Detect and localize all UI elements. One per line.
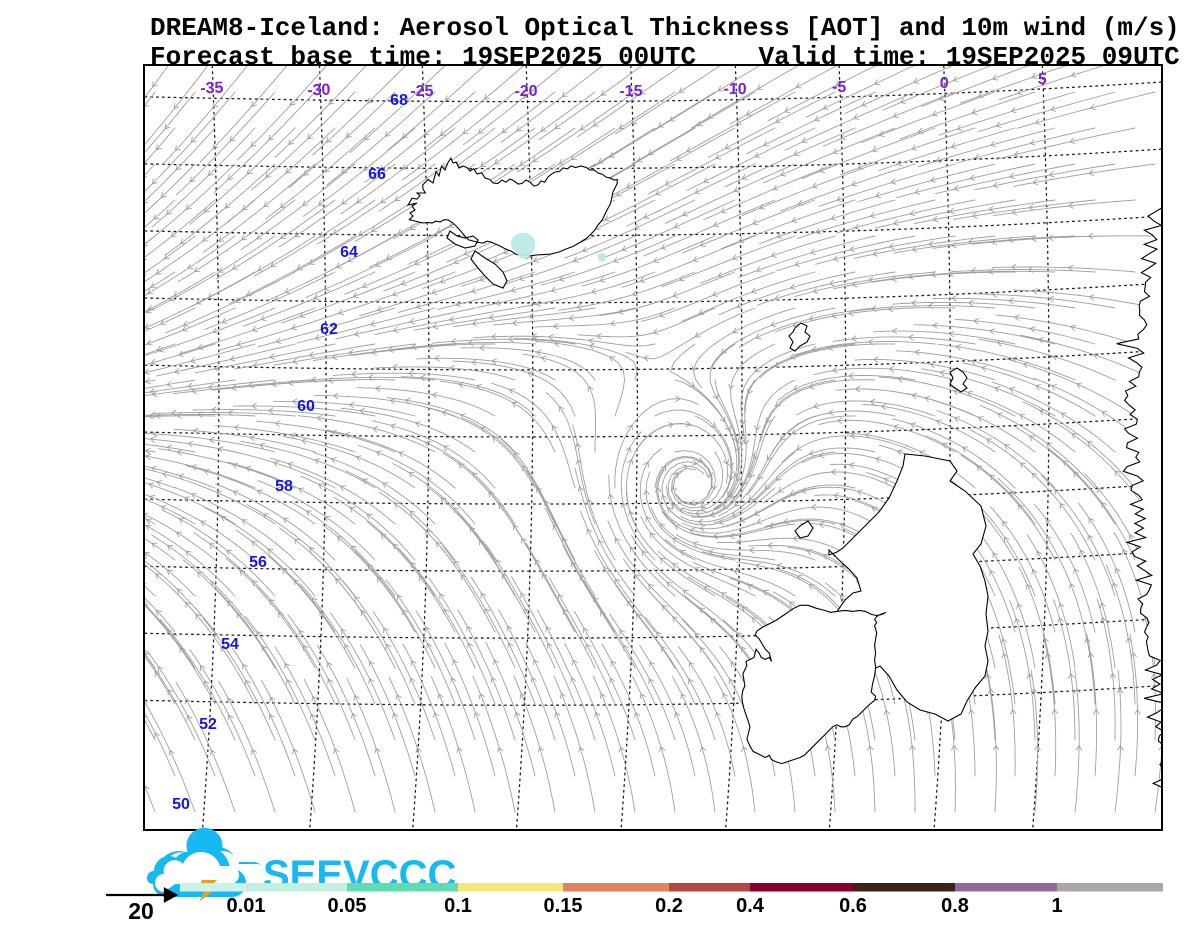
svg-text:5: 5	[1037, 71, 1047, 89]
svg-text:20: 20	[128, 898, 154, 924]
svg-text:0.6: 0.6	[839, 895, 867, 917]
svg-text:0.01: 0.01	[227, 895, 266, 917]
svg-text:-30: -30	[307, 82, 331, 100]
svg-text:SEEVCCC: SEEVCCC	[263, 853, 456, 897]
svg-text:66: 66	[368, 166, 386, 183]
svg-text:-20: -20	[514, 83, 537, 100]
svg-text:-25: -25	[410, 83, 434, 100]
svg-text:54: 54	[221, 636, 239, 653]
svg-text:1: 1	[1051, 895, 1062, 917]
svg-text:0.1: 0.1	[444, 895, 472, 917]
svg-text:52: 52	[199, 716, 217, 733]
svg-text:-15: -15	[619, 83, 642, 100]
svg-text:0.4: 0.4	[736, 895, 765, 917]
svg-text:0.05: 0.05	[328, 895, 367, 917]
svg-text:-5: -5	[832, 79, 847, 96]
svg-text:56: 56	[249, 554, 267, 571]
svg-text:50: 50	[172, 796, 190, 813]
svg-text:-10: -10	[723, 81, 747, 98]
svg-text:60: 60	[297, 398, 315, 415]
svg-text:64: 64	[340, 244, 358, 261]
svg-text:0.2: 0.2	[655, 895, 683, 917]
svg-text:62: 62	[320, 321, 338, 338]
svg-text:-35: -35	[200, 80, 224, 98]
svg-text:0.15: 0.15	[544, 895, 583, 917]
svg-text:0.8: 0.8	[941, 895, 969, 917]
svg-text:0: 0	[939, 75, 949, 92]
svg-text:58: 58	[275, 478, 293, 495]
svg-text:68: 68	[390, 92, 408, 109]
